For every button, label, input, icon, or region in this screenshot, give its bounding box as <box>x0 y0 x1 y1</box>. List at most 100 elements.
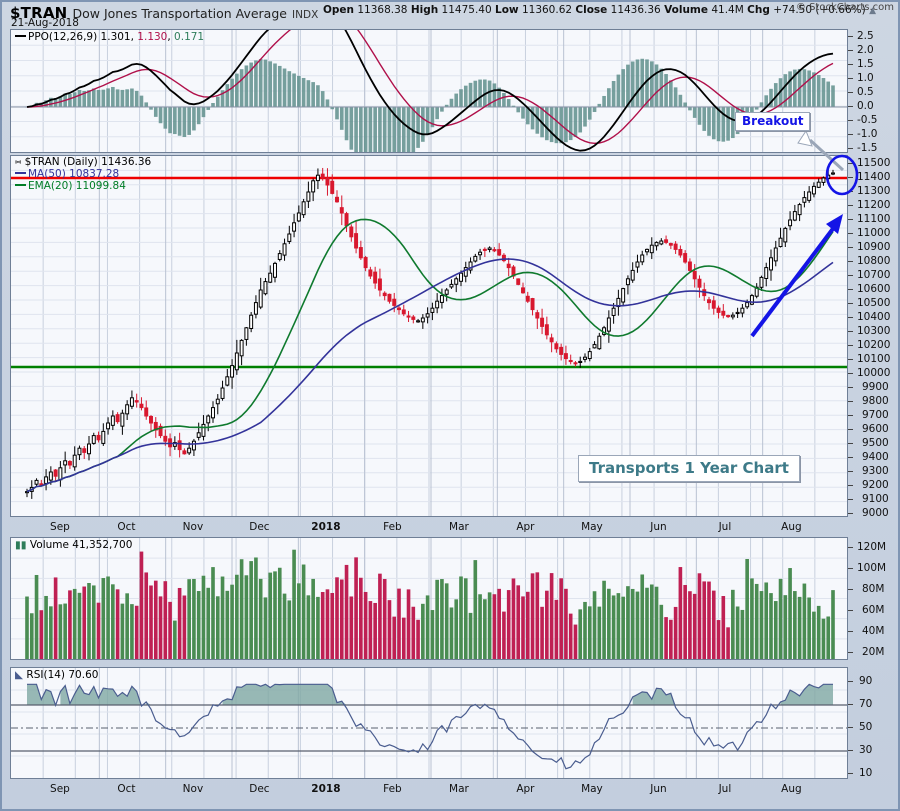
ppo-histogram-bar <box>444 104 449 107</box>
volume-bars-icon: ▮▮ <box>15 539 27 551</box>
ppo-histogram-bar <box>163 107 168 129</box>
volume-bar <box>807 597 811 659</box>
volume-bar <box>373 602 377 659</box>
volume-bar <box>578 609 583 659</box>
volume-bar <box>740 609 745 659</box>
ppo-histogram-bar <box>793 69 797 107</box>
ppo-histogram-bar <box>683 102 687 107</box>
ppo-histogram-bar <box>249 62 253 107</box>
volume-bar <box>239 559 244 659</box>
candle-body <box>239 339 244 357</box>
candle-body <box>96 434 101 441</box>
candle-body <box>654 241 659 247</box>
volume-bar <box>688 591 692 659</box>
candle-body <box>554 343 559 350</box>
ppo-signal-line <box>26 30 834 145</box>
ppo-histogram-bar <box>516 107 521 113</box>
candle-body <box>439 295 444 303</box>
axis-tick-mark <box>848 610 853 611</box>
candle-body <box>177 440 182 451</box>
ppo-histogram-bar <box>139 95 144 107</box>
x-axis-tick-aug: Aug <box>781 521 802 533</box>
volume-bar <box>478 594 482 659</box>
candle-body <box>435 300 440 309</box>
volume-bar <box>173 620 177 659</box>
price-panel[interactable]: ⑅ $TRAN (Daily) 11436.36 MA(50) 10837.28… <box>10 155 848 517</box>
axis-tick-mark <box>848 331 853 332</box>
axis-tick-mark <box>848 485 853 486</box>
candle-body <box>373 271 378 284</box>
volume-bar <box>115 589 120 659</box>
axis-tick-mark <box>848 191 853 192</box>
axis-tick-label: 50 <box>859 721 873 733</box>
volume-bar <box>153 580 158 659</box>
ppo-histogram-bar <box>702 107 707 131</box>
candle-body <box>330 180 335 194</box>
candle-body <box>201 423 206 437</box>
x-axis-tick-2018: 2018 <box>311 521 341 533</box>
volume-bar <box>297 583 301 659</box>
ppo-histogram-bar <box>316 85 320 107</box>
ppo-histogram-bar <box>564 107 568 143</box>
candle-body <box>788 219 793 227</box>
volume-bar <box>812 611 816 659</box>
rsi-panel[interactable]: ◣ RSI(14) 70.60 <box>10 667 848 779</box>
volume-bar <box>645 587 649 659</box>
axis-tick-label: -1.0 <box>857 128 878 140</box>
candle-body <box>420 317 425 323</box>
candle-body <box>144 407 149 417</box>
axis-tick-mark <box>848 513 853 514</box>
ppo-histogram-bar <box>435 107 439 120</box>
volume-bar <box>649 584 654 659</box>
x-axis-tick-feb: Feb <box>383 521 402 533</box>
candle-body <box>664 239 669 243</box>
candle-body <box>573 362 578 365</box>
candle-body <box>635 261 640 268</box>
ppo-panel[interactable]: PPO(12,26,9) 1.301, 1.130, 0.171 <box>10 29 848 153</box>
candle-body <box>120 412 125 427</box>
volume-bar <box>635 591 640 659</box>
volume-bar <box>292 549 296 659</box>
candle-body <box>72 454 77 468</box>
candle-body <box>459 272 463 282</box>
volume-bar <box>215 596 220 659</box>
ppo-histogram-bar <box>225 84 230 107</box>
axis-tick-label: 10100 <box>857 353 891 365</box>
ppo-histogram-bar <box>492 83 497 107</box>
x-axis-tick-mar: Mar <box>449 521 469 533</box>
ma50-swatch <box>15 172 26 174</box>
candle-body <box>258 289 263 308</box>
high-label: High <box>410 4 439 16</box>
candle-body <box>587 351 592 360</box>
candle-body <box>540 317 545 327</box>
ppo-histogram-bar <box>788 71 792 107</box>
volume-bar <box>669 619 673 659</box>
x-axis-tick-oct: Oct <box>117 783 136 795</box>
volume-bar <box>320 592 325 659</box>
axis-tick-mark <box>848 36 853 37</box>
ppo-histogram-bar <box>521 107 525 119</box>
volume-label: Volume 41,352,700 <box>29 539 133 551</box>
candle-body <box>606 317 611 332</box>
candle-body <box>735 311 740 314</box>
volume-bar <box>683 585 687 659</box>
axis-tick-label: 9700 <box>862 409 889 421</box>
volume-panel[interactable]: ▮▮ Volume 41,352,700 <box>10 537 848 660</box>
axis-tick-mark <box>848 429 853 430</box>
candle-body <box>726 315 731 318</box>
chart-title-annotation: Transports 1 Year Chart <box>578 455 800 482</box>
volume-bar <box>120 603 125 659</box>
ppo-histogram-bar <box>82 90 87 107</box>
ppo-histogram-bar <box>554 107 559 144</box>
volume-bar <box>249 561 253 659</box>
axis-tick-label: 9100 <box>862 493 889 505</box>
volume-bar <box>597 606 602 659</box>
axis-tick-mark <box>848 387 853 388</box>
ppo-value: 1.301 <box>100 31 131 43</box>
volume-bar <box>602 580 606 659</box>
x-axis-tick-dec: Dec <box>249 521 270 533</box>
volume-bar <box>139 551 144 659</box>
ppo-histogram-bar <box>473 80 478 107</box>
candle-body <box>478 251 483 256</box>
volume-bar <box>621 596 625 659</box>
